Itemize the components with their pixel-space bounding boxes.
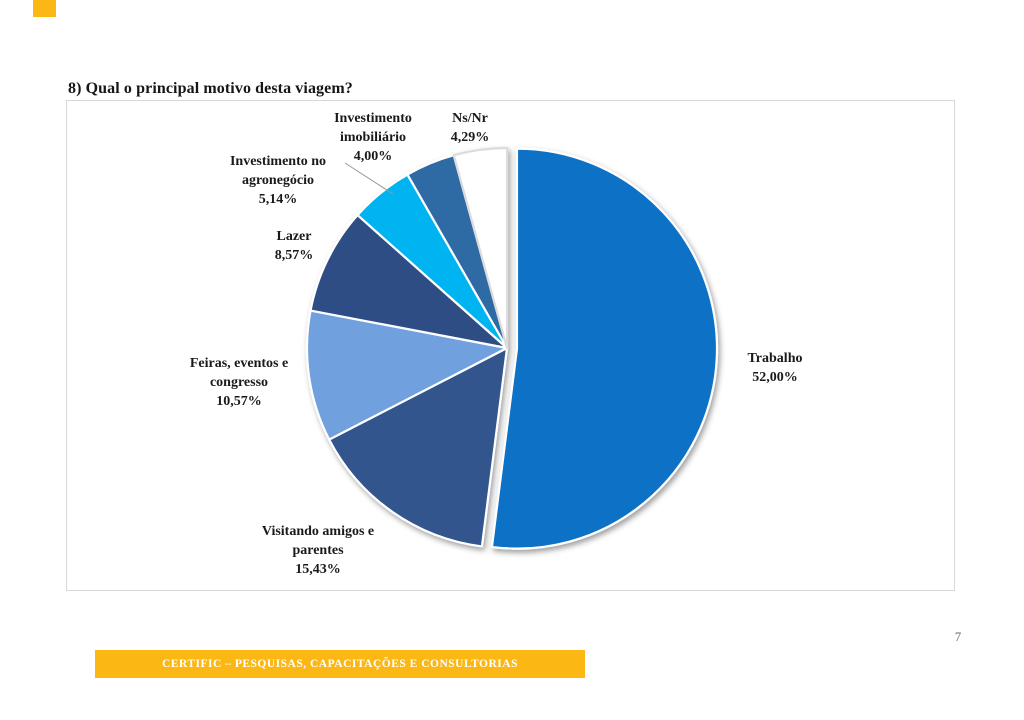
- pie-label-visitando-amigos-e-parentes: Visitando amigos e parentes 15,43%: [262, 522, 374, 579]
- pie-slice-feiras-eventos-e-congresso: [305, 309, 509, 441]
- pie-label-line: imobiliário: [339, 130, 407, 145]
- pie-chart: [305, 146, 719, 550]
- pie-label-investimento-imobiliario: Investimento imobiliário 4,00%: [334, 109, 412, 166]
- pie-label-line: Feiras, eventos e: [189, 356, 289, 371]
- pie-label-line: congresso: [209, 375, 269, 390]
- pie-label-line: parentes: [292, 543, 344, 558]
- pie-slice-visitando-amigos-e-parentes: [328, 346, 509, 548]
- pie-label-line: 5,14%: [258, 192, 298, 207]
- chart-area: Trabalho 52,00% Visitando amigos e parentes…: [66, 100, 955, 591]
- pie-slice-ns-nr: [452, 146, 509, 350]
- page-title: 8) Qual o principal motivo desta viagem?: [68, 80, 353, 97]
- pie-label-line: Visitando amigos e: [261, 524, 375, 539]
- footer-bar: CERTIFIC – PESQUISAS, CAPACITAÇÕES E CON…: [95, 650, 585, 678]
- pie-label-line: Ns/Nr: [452, 111, 488, 126]
- pie-label-line: 15,43%: [295, 562, 341, 577]
- pie-label-line: Trabalho: [747, 351, 803, 366]
- leader-line-agronegocio: [344, 162, 394, 195]
- pie-label-trabalho: Trabalho 52,00%: [748, 349, 803, 387]
- pie-label-line: agronegócio: [241, 173, 315, 188]
- pie-label-line: Investimento no: [229, 154, 327, 169]
- page-number: 7: [954, 629, 962, 644]
- pie-label-line: 8,57%: [274, 248, 314, 263]
- pie-label-line: 4,00%: [353, 149, 393, 164]
- pie-label-feiras-eventos-e-congresso: Feiras, eventos e congresso 10,57%: [190, 354, 288, 411]
- accent-square: [33, 0, 56, 17]
- pie-label-line: Investimento: [334, 111, 412, 126]
- pie-label-line: Lazer: [276, 229, 312, 244]
- pie-label-line: 52,00%: [752, 370, 798, 385]
- footer-text: CERTIFIC – PESQUISAS, CAPACITAÇÕES E CON…: [162, 658, 518, 670]
- pie-label-investimento-no-agronegocio: Investimento no agronegócio 5,14%: [230, 152, 326, 209]
- pie-label-line: 4,29%: [450, 130, 490, 145]
- pie-label-line: 10,57%: [216, 394, 262, 409]
- pie-slice-lazer: [309, 213, 509, 350]
- pie-label-lazer: Lazer 8,57%: [275, 227, 314, 265]
- pie-label-ns-nr: Ns/Nr 4,29%: [451, 109, 490, 147]
- pie-slice-trabalho: [490, 147, 719, 550]
